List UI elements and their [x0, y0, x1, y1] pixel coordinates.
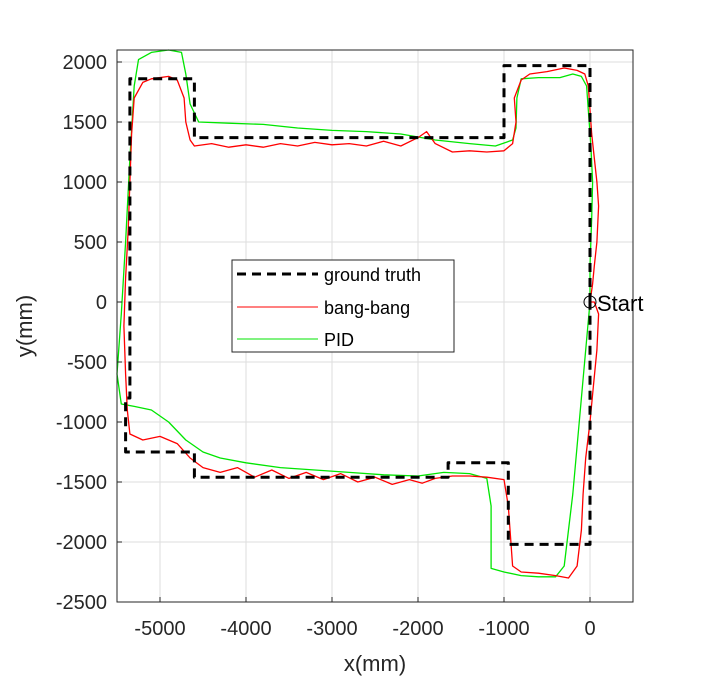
series-line-ground-truth	[124, 64, 592, 546]
start-marker	[583, 295, 597, 309]
x-tick-label-0: 0	[584, 618, 595, 640]
annotation-layer: Start	[583, 291, 643, 316]
y-tick-label-500: 500	[74, 232, 107, 254]
legend-label-ground-truth: ground truth	[324, 265, 421, 285]
legend-label-bang-bang: bang-bang	[324, 298, 410, 318]
y-axis-label: y(mm)	[12, 295, 37, 357]
x-tick-label-3000: -3000	[306, 618, 357, 640]
y-tick-label-2000: -2000	[56, 532, 107, 554]
y-tick-label-1000: -1000	[56, 412, 107, 434]
legend: ground truth bang-bang PID	[231, 259, 455, 353]
x-tick-label-5000: -5000	[134, 618, 185, 640]
series-layer	[116, 49, 600, 579]
start-label: Start	[597, 291, 643, 316]
ticks: -5000 -4000 -3000 -2000 -1000 020001500100050…	[56, 52, 596, 640]
y-tick-label-500: -500	[67, 352, 107, 374]
x-axis-label: x(mm)	[344, 651, 406, 676]
plot-area-border	[116, 49, 634, 603]
x-tick-label-4000: -4000	[220, 618, 271, 640]
y-tick-label-1000: 1000	[63, 172, 108, 194]
y-tick-label-2000: 2000	[63, 52, 108, 74]
y-tick-label-1500: -1500	[56, 472, 107, 494]
x-tick-label-1000: -1000	[478, 618, 529, 640]
y-tick-label-1500: 1500	[63, 112, 108, 134]
x-tick-label-2000: -2000	[392, 618, 443, 640]
y-tick-label-0: 0	[96, 292, 107, 314]
legend-label-pid: PID	[324, 330, 354, 350]
y-tick-label-2500: -2500	[56, 592, 107, 614]
